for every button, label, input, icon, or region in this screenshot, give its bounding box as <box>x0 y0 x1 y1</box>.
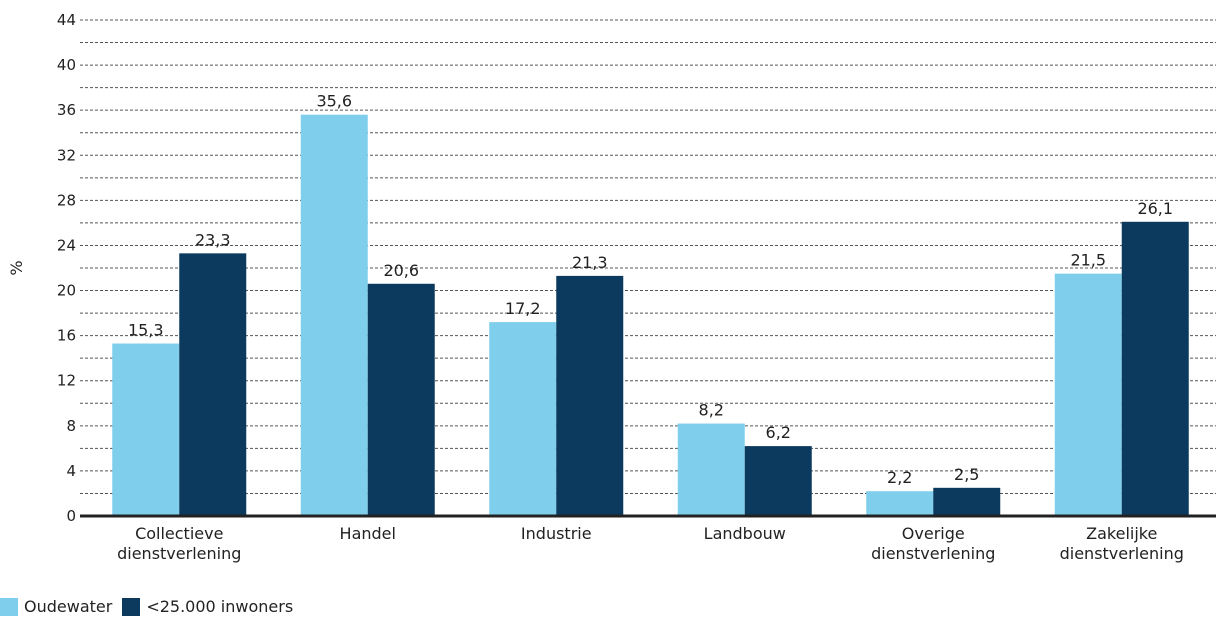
y-tick-label: 4 <box>66 462 76 480</box>
y-tick-label: 44 <box>57 11 76 29</box>
data-label: 20,6 <box>383 261 419 280</box>
bar <box>556 275 624 516</box>
y-tick-label: 36 <box>57 101 76 119</box>
data-label: 21,3 <box>572 253 608 272</box>
legend-swatch-oudewater <box>0 597 18 616</box>
legend-label-oudewater: Oudewater <box>24 597 113 616</box>
bar <box>300 114 368 516</box>
x-tick-label: Landbouw <box>704 524 786 543</box>
y-tick-label: 20 <box>57 282 76 300</box>
y-tick-label: 0 <box>66 507 76 525</box>
y-tick-label: 24 <box>57 236 76 254</box>
data-label: 26,1 <box>1137 199 1173 218</box>
bar-chart: 0 4 8 12 16 20 24 28 32 36 40 44 15,3 23,3 35,6 20,6 17… <box>7 11 1216 563</box>
x-tick-label: dienstverlening <box>117 544 241 563</box>
data-label: 15,3 <box>128 321 164 340</box>
y-tick-label: 16 <box>57 327 76 345</box>
gridlines <box>80 19 1216 494</box>
bar <box>112 343 180 516</box>
y-tick-label: 12 <box>57 372 76 390</box>
data-labels: 15,3 23,3 35,6 20,6 17,2 21,3 8,2 6,2 2,2 2,5 21,5… <box>128 92 1173 488</box>
x-tick-label: Industrie <box>521 524 592 543</box>
y-tick-label: 40 <box>57 56 76 74</box>
bar <box>489 322 557 516</box>
x-tick-label: Handel <box>340 524 396 543</box>
y-tick-label: 8 <box>66 417 76 435</box>
bar <box>1121 221 1189 517</box>
bar <box>367 283 435 516</box>
bar <box>1054 273 1122 516</box>
x-tick-label: Collectieve <box>135 524 223 543</box>
y-tick-label: 32 <box>57 146 76 164</box>
y-tick-label: 28 <box>57 191 76 209</box>
x-tick-label: Zakelijke <box>1086 524 1157 543</box>
bar <box>866 491 934 516</box>
data-label: 23,3 <box>195 230 231 249</box>
data-label: 8,2 <box>699 401 724 420</box>
bar <box>179 253 247 516</box>
data-label: 2,2 <box>887 468 912 487</box>
legend-item-inwoners: <25.000 inwoners <box>122 597 293 616</box>
data-label: 6,2 <box>766 423 791 442</box>
x-tick-label: dienstverlening <box>1060 544 1184 563</box>
bar <box>933 487 1001 516</box>
bars <box>112 114 1189 517</box>
bar <box>744 446 812 516</box>
bar <box>677 423 745 516</box>
x-tick-label: Overige <box>902 524 965 543</box>
data-label: 17,2 <box>505 299 541 318</box>
legend-item-oudewater: Oudewater <box>0 597 112 616</box>
legend-label-inwoners: <25.000 inwoners <box>146 597 294 616</box>
data-label: 2,5 <box>954 465 979 484</box>
x-tick-label: dienstverlening <box>871 544 995 563</box>
legend: Oudewater <25.000 inwoners <box>0 597 303 616</box>
y-axis-ticks: 0 4 8 12 16 20 24 28 32 36 40 44 <box>57 11 76 525</box>
data-label: 35,6 <box>316 92 352 111</box>
y-axis-title: % <box>7 260 26 275</box>
data-label: 21,5 <box>1070 251 1106 270</box>
legend-swatch-inwoners <box>122 597 141 616</box>
